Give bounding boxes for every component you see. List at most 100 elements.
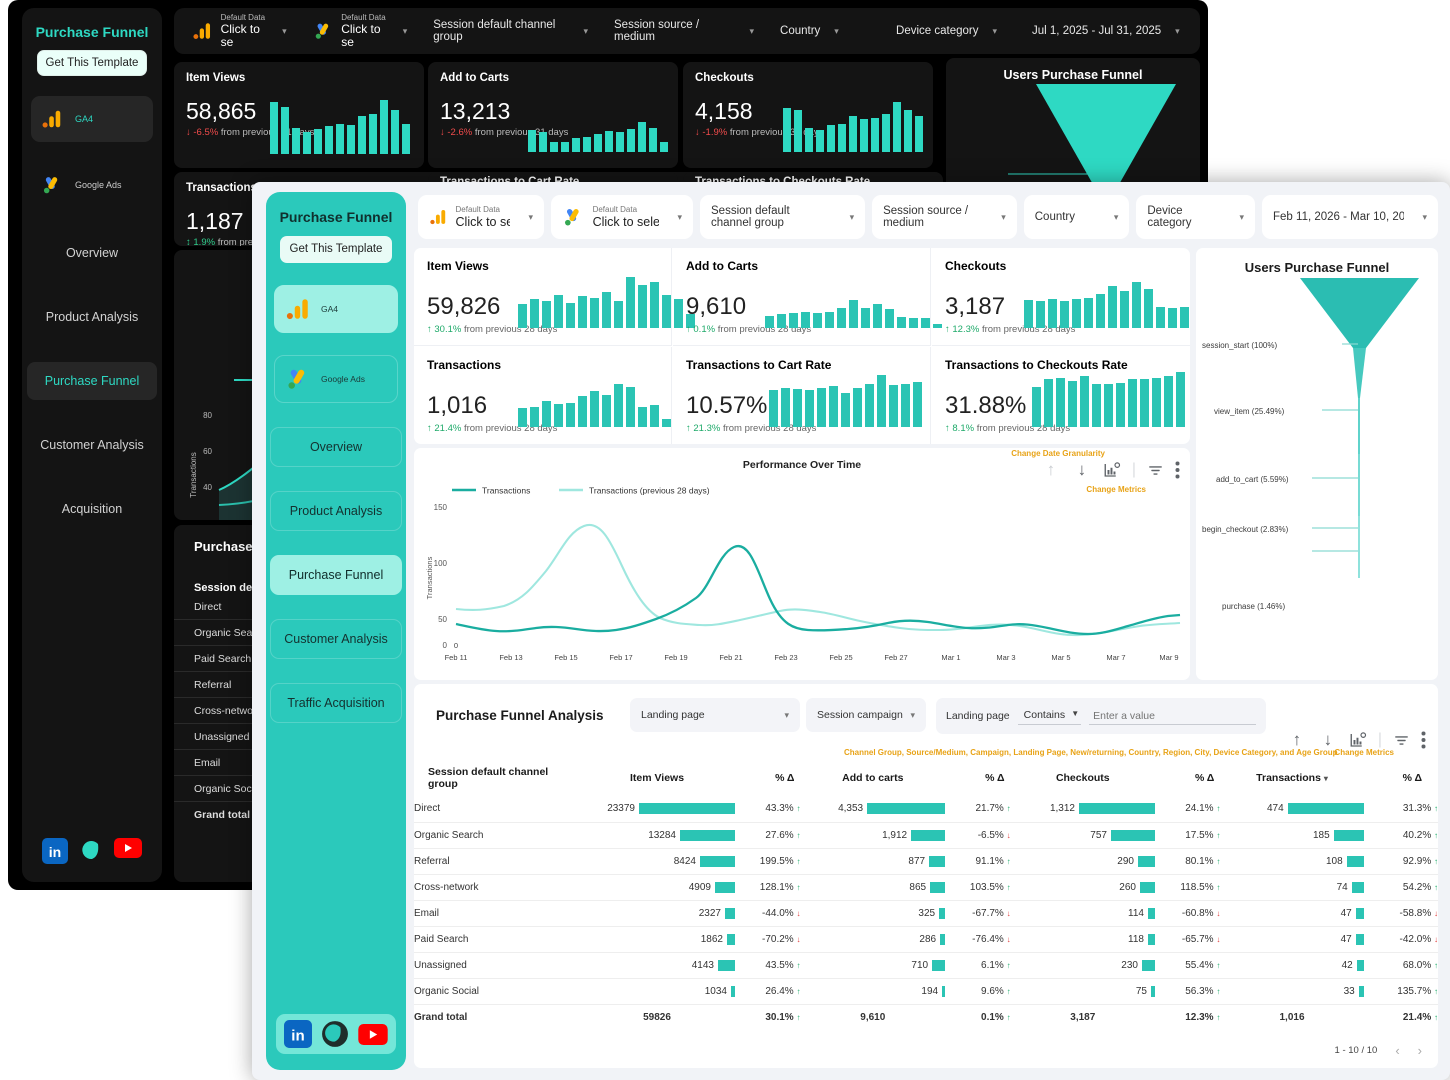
table-row[interactable]: Unassigned 4143 43.5% ↑ 710 6.1% ↑ 230 55.4% ↑… <box>414 952 1438 979</box>
col-item-views[interactable]: Item Views <box>629 772 685 784</box>
sort-desc-icon[interactable]: ↓ <box>1323 730 1333 749</box>
sidebar-item-overview[interactable]: Overview <box>270 427 402 467</box>
back-filter-source-medium[interactable]: Session source / medium ▾ <box>604 14 764 48</box>
chevron-down-icon[interactable]: ▾ <box>677 211 682 222</box>
back-nav-acquisition[interactable]: Acquisition <box>61 502 123 516</box>
toolbar-source-google-ads[interactable]: Default Data Click to select ▾ <box>551 195 693 239</box>
next-page-icon[interactable]: › <box>1417 1043 1422 1058</box>
get-this-template-button[interactable]: Get This Template <box>280 236 392 263</box>
social-links: in <box>276 1014 396 1054</box>
chevron-down-icon[interactable]: ▾ <box>749 25 755 36</box>
sidebar-item-traffic-acquisition[interactable]: Traffic Acquisition <box>270 683 402 723</box>
col-dimension[interactable]: Session default channel group <box>428 766 549 790</box>
sidebar-source-ga4[interactable]: GA4 <box>274 285 398 333</box>
col-item-views-delta[interactable]: % Δ <box>775 772 795 784</box>
chevron-down-icon[interactable]: ▾ <box>1239 211 1245 222</box>
chevron-down-icon[interactable]: ▾ <box>402 25 408 36</box>
chevron-down-icon[interactable]: ▼ <box>1071 709 1080 718</box>
svg-text:Transactions: Transactions <box>482 486 530 496</box>
metric-cell: 9,610 <box>860 1011 886 1023</box>
annotation-change-metrics: Change Metrics <box>1086 485 1146 494</box>
table-row[interactable]: Referral 8424 199.5% ↑ 877 91.1% ↑ 290 80.1% ↑… <box>414 848 1438 875</box>
back-toolbar-source-ga4[interactable]: Default Data Click to se ▾ <box>182 13 297 49</box>
back-filter-device[interactable]: Device category ▾ <box>886 14 1016 48</box>
table-toolbar: ↑ ↓ | <box>1287 730 1426 750</box>
chevron-down-icon[interactable]: ▾ <box>1175 25 1180 36</box>
back-get-template-button[interactable]: Get This Template <box>37 50 147 76</box>
analysis-filter-value-input[interactable] <box>1089 707 1256 725</box>
metric-value: 47 <box>1340 907 1352 919</box>
back-sc2-delta-value: -1.9% <box>702 127 728 138</box>
back-nav-purchase-funnel[interactable]: Purchase Funnel <box>27 362 157 400</box>
chevron-down-icon[interactable]: ▾ <box>282 25 287 36</box>
table-row[interactable]: Cross-network 4909 128.1% ↑ 865 103.5% ↑ 260 1… <box>414 874 1438 901</box>
filter-icon[interactable] <box>1393 732 1410 749</box>
brand-icon[interactable] <box>321 1020 349 1048</box>
chevron-down-icon[interactable]: ▾ <box>1422 211 1428 222</box>
back-date-range[interactable]: Jul 1, 2025 - Jul 31, 2025 ▾ <box>1022 14 1192 48</box>
col-add-to-carts[interactable]: Add to carts <box>842 772 904 784</box>
table-row[interactable]: Direct 23379 43.3% ↑ 4,353 21.7% ↑ 1,312 24.1%… <box>414 796 1438 823</box>
filter-icon[interactable] <box>1147 462 1164 479</box>
change-metrics-icon[interactable] <box>1349 731 1367 749</box>
chevron-down-icon[interactable]: ▾ <box>528 211 533 222</box>
col-transactions-delta[interactable]: % Δ <box>1402 772 1422 784</box>
col-checkouts-delta[interactable]: % Δ <box>1194 772 1215 784</box>
row-dimension: Paid Search <box>414 926 580 953</box>
sort-asc-icon[interactable]: ↑ <box>1046 460 1056 479</box>
toolbar-source-ga4[interactable]: Default Data Click to select ▾ <box>418 195 544 239</box>
more-vert-icon[interactable] <box>1421 731 1426 749</box>
back-nav-overview[interactable]: Overview <box>65 246 119 260</box>
youtube-icon[interactable] <box>358 1023 388 1045</box>
back-nav-product-analysis[interactable]: Product Analysis <box>45 310 139 324</box>
table-row[interactable]: Email 2327 -44.0% ↓ 325 -67.7% ↓ 114 -60.8% ↓ 4… <box>414 900 1438 927</box>
sidebar-source-google-ads[interactable]: Google Ads <box>274 355 398 403</box>
back-source-google-ads[interactable]: Google Ads <box>31 162 153 208</box>
analysis-dropdown-landing-page[interactable]: Landing page ▾ <box>630 698 800 732</box>
filter-country[interactable]: Country ▾ <box>1023 195 1130 239</box>
metric-cell: 4,353 <box>800 796 946 823</box>
sort-asc-icon[interactable]: ↑ <box>1292 730 1302 749</box>
back-nav-customer-analysis[interactable]: Customer Analysis <box>40 438 144 452</box>
sidebar-item-product-analysis[interactable]: Product Analysis <box>270 491 402 531</box>
back-filter-channel-group[interactable]: Session default channel group ▾ <box>423 14 598 48</box>
table-row[interactable]: Organic Search 13284 27.6% ↑ 1,912 -6.5% ↓ 75… <box>414 822 1438 849</box>
table-row[interactable]: Organic Social 1034 26.4% ↑ 194 9.6% ↑ 75 56.3… <box>414 978 1438 1005</box>
sc-checkouts-period: from previous 28 days <box>981 324 1076 335</box>
chevron-down-icon[interactable]: ▾ <box>1001 211 1006 222</box>
metric-value: 185 <box>1313 829 1330 841</box>
metric-cell: 185 <box>1220 822 1364 849</box>
filter-session-source-medium[interactable]: Session source / medium ▾ <box>872 195 1017 239</box>
linkedin-icon[interactable]: in <box>284 1020 312 1048</box>
sidebar-item-customer-analysis[interactable]: Customer Analysis <box>270 619 402 659</box>
sort-desc-icon[interactable]: ↓ <box>1077 460 1087 479</box>
chevron-down-icon[interactable]: ▾ <box>1113 211 1119 222</box>
chevron-down-icon[interactable]: ▾ <box>992 25 998 36</box>
metric-bar <box>1110 829 1155 841</box>
filter-device-category[interactable]: Device category ▾ <box>1136 195 1256 239</box>
chevron-down-icon[interactable]: ▾ <box>784 709 789 720</box>
back-filter-country[interactable]: Country ▾ <box>770 14 880 48</box>
back-source-ga4[interactable]: GA4 <box>31 96 153 142</box>
chevron-down-icon[interactable]: ▾ <box>583 25 589 36</box>
metric-bar <box>1147 933 1155 945</box>
sidebar-item-purchase-funnel[interactable]: Purchase Funnel <box>270 555 402 595</box>
analysis-filter-operator[interactable]: Contains ▼ <box>1017 707 1082 725</box>
metric-bar <box>1351 881 1364 893</box>
filter-session-channel-group[interactable]: Session default channel group ▾ <box>700 195 866 239</box>
analysis-dropdown-session-campaign[interactable]: Session campaign ▾ <box>806 698 926 732</box>
col-transactions[interactable]: Transactions ▾ <box>1220 760 1363 796</box>
delta-arrow-icon: ↓ <box>1006 830 1011 840</box>
chevron-down-icon[interactable]: ▾ <box>849 211 855 222</box>
metric-cell: 230 <box>1010 952 1155 979</box>
change-metrics-icon[interactable] <box>1103 461 1121 479</box>
back-toolbar-source-ads[interactable]: Default Data Click to se ▾ <box>303 13 418 49</box>
col-carts-delta[interactable]: % Δ <box>985 772 1005 784</box>
date-range-picker[interactable]: Feb 11, 2026 - Mar 10, 2026 ▾ <box>1262 195 1439 239</box>
chevron-down-icon[interactable]: ▾ <box>910 709 915 720</box>
col-checkouts[interactable]: Checkouts <box>1055 772 1110 784</box>
more-vert-icon[interactable] <box>1175 461 1180 479</box>
chevron-down-icon[interactable]: ▾ <box>834 25 839 36</box>
prev-page-icon[interactable]: ‹ <box>1395 1043 1400 1058</box>
table-row[interactable]: Paid Search 1862 -70.2% ↓ 286 -76.4% ↓ 118 -65… <box>414 926 1438 953</box>
